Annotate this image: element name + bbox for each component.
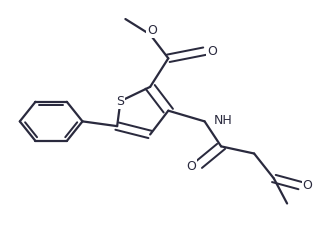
Text: O: O (147, 25, 157, 37)
Text: O: O (303, 179, 313, 192)
Text: NH: NH (214, 114, 233, 127)
Text: O: O (207, 45, 217, 58)
Text: O: O (186, 160, 196, 173)
Text: S: S (116, 95, 124, 108)
